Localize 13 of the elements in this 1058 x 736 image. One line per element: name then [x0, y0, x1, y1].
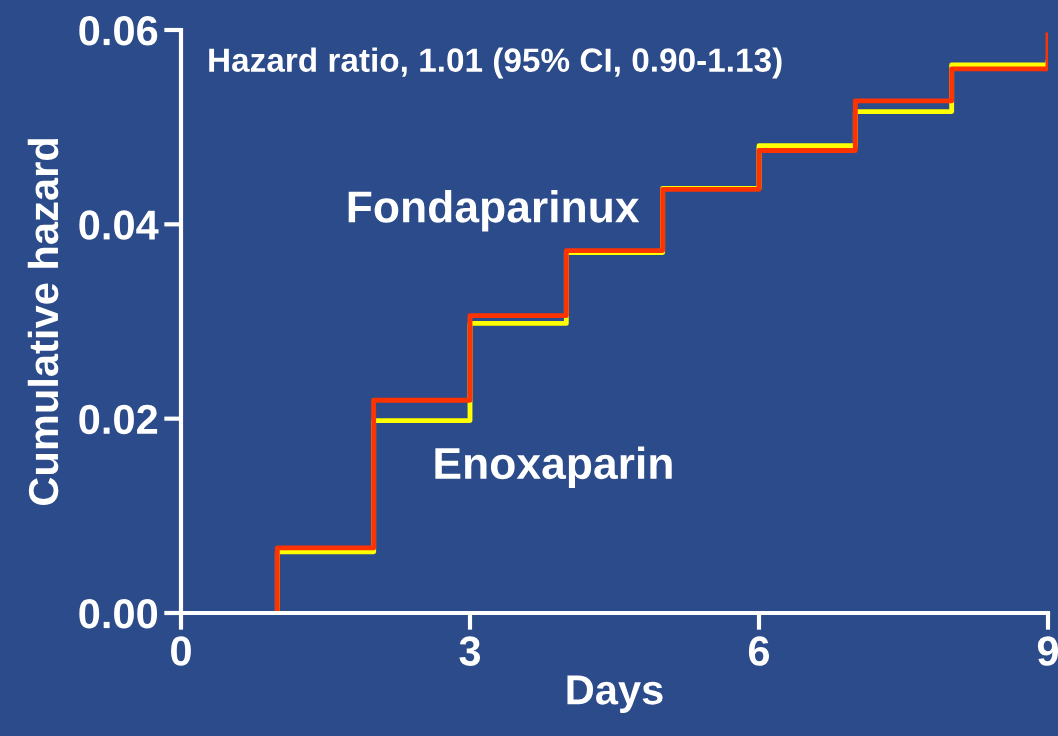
y-tick-label: 0.00 — [79, 599, 158, 629]
x-tick-label: 0 — [171, 636, 191, 666]
y-tick-label: 0.02 — [79, 404, 158, 435]
x-tick-label: 6 — [748, 636, 770, 666]
y-tick-label: 0.06 — [79, 16, 158, 46]
y-axis-title: Cumulative hazard — [27, 139, 59, 506]
x-tick-label: 9 — [1037, 636, 1058, 666]
x-axis-title: Days — [567, 675, 663, 713]
y-tick-label: 0.04 — [79, 210, 159, 240]
annotation: Enoxaparin — [435, 446, 672, 488]
x-tick-label: 3 — [459, 636, 481, 666]
annotation: Hazard ratio, 1.01 (95% CI, 0.90-1.13) — [209, 47, 782, 79]
annotation: Fondaparinux — [348, 190, 640, 232]
